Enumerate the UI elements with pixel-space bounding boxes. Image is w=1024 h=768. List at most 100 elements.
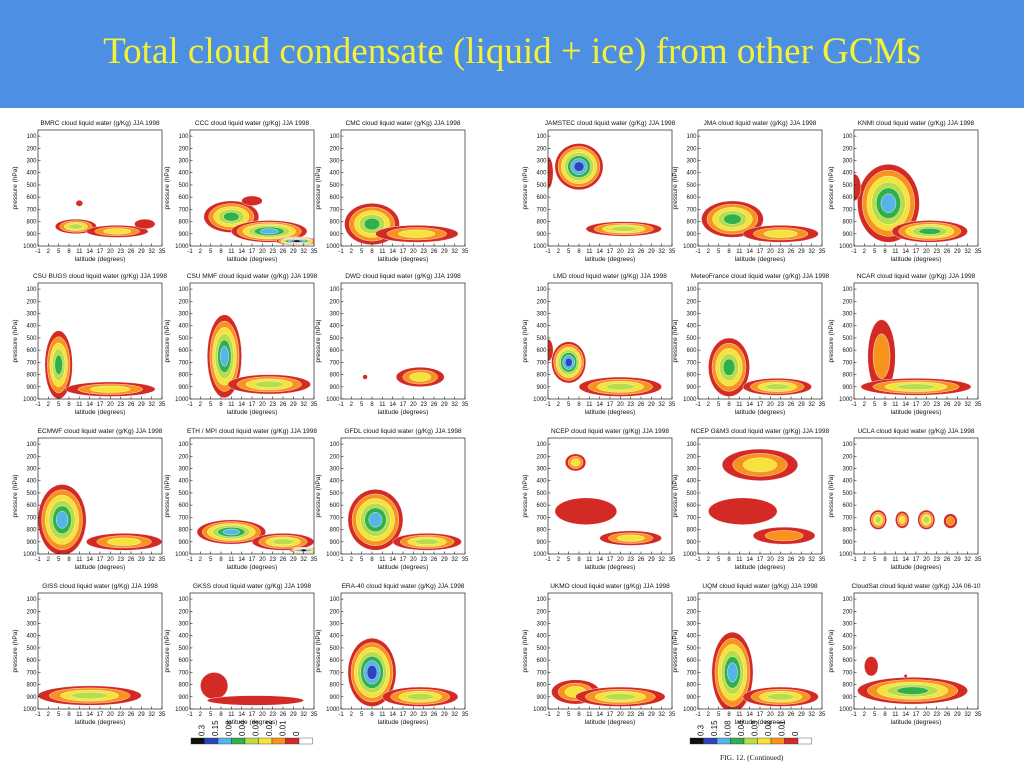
- x-tick-label: 14: [596, 249, 603, 255]
- y-tick-label: 800: [178, 528, 189, 534]
- y-tick-label: 400: [178, 479, 189, 485]
- y-tick-label: 300: [842, 622, 853, 628]
- x-axis-label: latitude (degrees): [378, 564, 429, 571]
- contour-level: [254, 380, 284, 388]
- x-tick-label: 35: [311, 712, 318, 718]
- colorbar: 0.3 0.15 0.08 0.04 0.03 0.02 0.01 0: [190, 720, 313, 745]
- x-tick-label: 23: [627, 712, 634, 718]
- colorbar-swatch: [743, 737, 758, 745]
- x-tick-label: 11: [586, 557, 593, 563]
- x-tick-label: 23: [420, 712, 427, 718]
- y-tick-label: 600: [26, 195, 37, 201]
- y-tick-label: 700: [536, 515, 547, 521]
- y-tick-label: 200: [686, 454, 697, 460]
- y-tick-label: 200: [26, 146, 37, 152]
- y-tick-label: 500: [536, 646, 547, 652]
- y-tick-label: 700: [842, 515, 853, 521]
- y-axis-label: pressure (hPa): [672, 475, 679, 518]
- y-tick-label: 300: [842, 467, 853, 473]
- contour-field: [548, 338, 662, 397]
- contour-field: [203, 195, 314, 246]
- x-tick-label: 32: [964, 557, 971, 563]
- x-tick-label: 29: [798, 249, 805, 255]
- x-tick-label: 29: [648, 712, 655, 718]
- y-axis-label: pressure (hPa): [315, 475, 322, 518]
- x-tick-label: 23: [117, 557, 124, 563]
- x-tick-label: 17: [757, 402, 764, 408]
- contour-field: [857, 656, 968, 705]
- panel: GISS cloud liquid water (g/Kg) JJA 1998 1…: [12, 583, 166, 726]
- y-tick-label: 200: [536, 454, 547, 460]
- colorbar-label: 0.04: [238, 720, 247, 736]
- contour-field: [207, 314, 311, 398]
- x-tick-label: -1: [35, 557, 41, 563]
- panel-title: MeteoFrance cloud liquid water (g/Kg) JJ…: [691, 273, 830, 280]
- panel-title: GISS cloud liquid water (g/Kg) JJA 1998: [42, 583, 158, 590]
- x-tick-label: 14: [746, 249, 753, 255]
- y-tick-label: 400: [686, 479, 697, 485]
- x-tick-label: 11: [736, 402, 743, 408]
- x-tick-label: 26: [638, 557, 645, 563]
- colorbar-label: 0.03: [751, 720, 760, 736]
- x-tick-label: -1: [695, 557, 701, 563]
- contour-field: [38, 685, 142, 706]
- panel-title: NCEP cloud liquid water (g/Kg) JJA 1998: [551, 428, 669, 435]
- colorbar-swatch: [258, 737, 273, 745]
- y-tick-label: 600: [329, 195, 340, 201]
- contour-field: [548, 143, 662, 237]
- panel: CloudSat cloud liquid water (g/Kg) JJA 0…: [828, 583, 982, 726]
- contour-level: [272, 538, 294, 545]
- y-tick-label: 800: [686, 220, 697, 226]
- y-tick-label: 800: [329, 220, 340, 226]
- x-tick-label: 35: [159, 712, 166, 718]
- x-tick-label: 32: [808, 249, 815, 255]
- y-tick-label: 500: [686, 336, 697, 342]
- x-tick-label: 14: [746, 557, 753, 563]
- y-tick-label: 1000: [175, 397, 189, 403]
- y-tick-label: 700: [536, 670, 547, 676]
- x-tick-label: 20: [259, 712, 266, 718]
- contour-field: [38, 484, 162, 554]
- x-tick-label: 20: [767, 712, 774, 718]
- x-tick-label: 2: [199, 402, 203, 408]
- x-tick-label: 35: [159, 249, 166, 255]
- x-tick-label: 35: [669, 712, 676, 718]
- x-tick-label: 26: [280, 557, 287, 563]
- colorbar: 0.3 0.15 0.08 0.04 0.03 0.02 0.01 0: [689, 720, 812, 745]
- colorbar-label: 0.01: [778, 720, 787, 736]
- x-tick-label: 23: [933, 557, 940, 563]
- y-tick-label: 700: [842, 360, 853, 366]
- y-tick-label: 200: [178, 299, 189, 305]
- y-tick-label: 600: [329, 503, 340, 509]
- contour-field: [711, 631, 819, 709]
- x-tick-label: 17: [757, 557, 764, 563]
- x-tick-label: 17: [249, 712, 256, 718]
- x-tick-label: 8: [67, 249, 71, 255]
- contour-level: [605, 383, 635, 391]
- panel: NCAR cloud liquid water (g/Kg) JJA 1998 1…: [828, 273, 982, 416]
- contour-level: [134, 218, 156, 230]
- colorbar-label: 0.08: [225, 720, 234, 736]
- y-axis-label: pressure (hPa): [164, 630, 171, 673]
- panel-title: NCAR cloud liquid water (g/Kg) JJA 1998: [857, 273, 976, 280]
- x-tick-label: 17: [249, 557, 256, 563]
- x-tick-label: 14: [86, 402, 93, 408]
- y-tick-label: 800: [536, 373, 547, 379]
- y-tick-label: 600: [686, 195, 697, 201]
- x-tick-label: 11: [586, 402, 593, 408]
- x-tick-label: 26: [431, 557, 438, 563]
- y-tick-label: 500: [329, 336, 340, 342]
- y-tick-label: 900: [178, 232, 189, 238]
- y-tick-label: 600: [178, 658, 189, 664]
- y-tick-label: 300: [536, 622, 547, 628]
- y-tick-label: 700: [686, 360, 697, 366]
- x-axis-label: latitude (degrees): [735, 256, 786, 263]
- x-tick-label: 29: [441, 402, 448, 408]
- x-tick-label: 26: [944, 557, 951, 563]
- panel-title: UCLA cloud liquid water (g/Kg) JJA 1998: [857, 428, 974, 435]
- x-tick-label: 32: [148, 557, 155, 563]
- y-tick-label: 400: [842, 171, 853, 177]
- panel: CSU MMF cloud liquid water (g/Kg) JJA 19…: [164, 273, 318, 416]
- contour-level: [903, 673, 908, 679]
- contour-level: [872, 333, 891, 380]
